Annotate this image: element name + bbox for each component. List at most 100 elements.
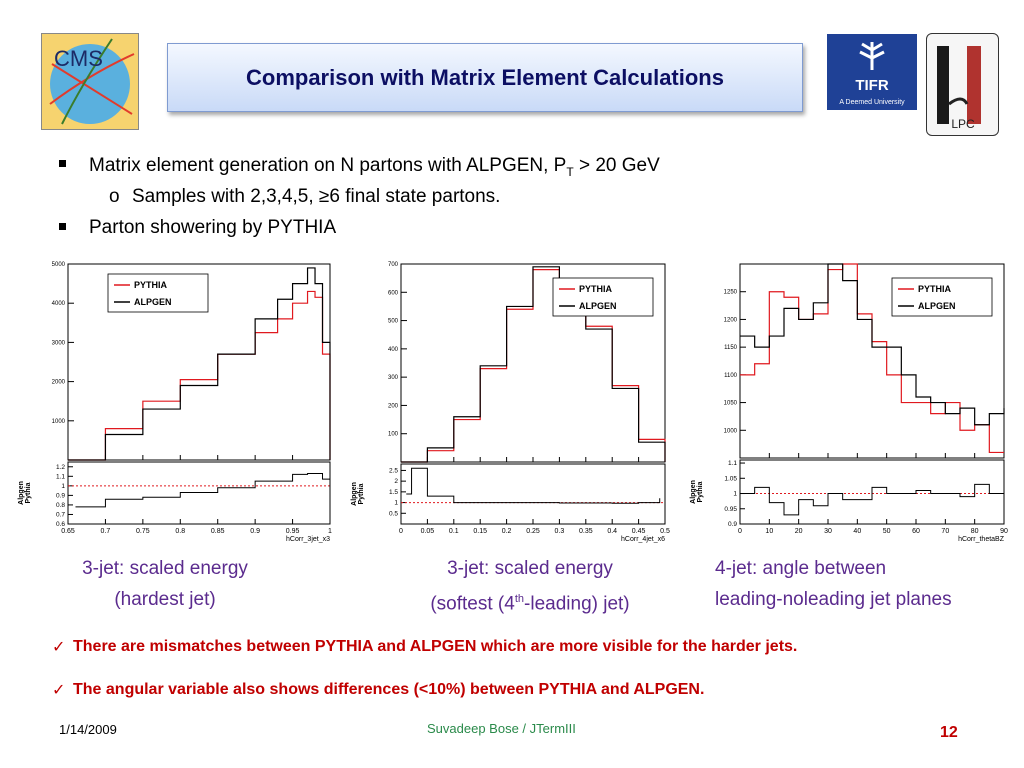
x-tick-label: 0 bbox=[738, 528, 742, 535]
legend-alpgen-label: ALPGEN bbox=[134, 297, 172, 307]
slide-title: Comparison with Matrix Element Calculati… bbox=[246, 64, 724, 90]
bullet-1: Matrix element generation on N partons w… bbox=[89, 155, 660, 179]
tifr-logo: TIFR A Deemed University bbox=[827, 34, 917, 110]
series-line-alpgen bbox=[740, 263, 1005, 426]
y-tick-label: 1150 bbox=[724, 345, 738, 351]
ratio-line bbox=[740, 481, 1005, 516]
series-line-alpgen bbox=[401, 266, 666, 463]
x-tick-label: 0.3 bbox=[555, 528, 565, 535]
y-tick-label: 3000 bbox=[52, 340, 66, 346]
ratio-tick-label: 1 bbox=[733, 491, 737, 498]
x-tick-label: 0.45 bbox=[632, 528, 646, 535]
ratio-label-bottom: Pythia bbox=[25, 482, 32, 503]
slide-number: 12 bbox=[940, 724, 958, 741]
ratio-tick-label: 1.2 bbox=[56, 464, 65, 471]
x-tick-label: 80 bbox=[971, 528, 979, 535]
checkmark-icon: ✓ bbox=[52, 639, 66, 656]
ratio-tick-label: 1 bbox=[61, 483, 65, 490]
ratio-tick-label: 1.1 bbox=[56, 473, 65, 480]
x-tick-label: 0.9 bbox=[250, 528, 260, 535]
y-tick-label: 500 bbox=[388, 319, 399, 325]
y-tick-label: 100 bbox=[388, 432, 399, 438]
legend-box bbox=[891, 277, 993, 317]
ratio-tick-label: 0.9 bbox=[728, 521, 737, 528]
legend-box bbox=[552, 277, 654, 317]
x-tick-label: 60 bbox=[912, 528, 920, 535]
ratio-tick-label: 1.1 bbox=[728, 460, 737, 467]
y-tick-label: 1250 bbox=[724, 290, 738, 296]
ratio-label-bottom: Pythia bbox=[697, 481, 704, 502]
x-tick-label: 0.2 bbox=[502, 528, 512, 535]
x-tick-label: 30 bbox=[824, 528, 832, 535]
ratio-tick-label: 1 bbox=[394, 500, 398, 507]
caption-plot-1: 3-jet: scaled energy (hardest jet) bbox=[82, 558, 248, 610]
ratio-tick-label: 2.5 bbox=[389, 467, 398, 474]
plot-4jet-angle: 1000 1050 1100 1150 1200 1250 0 10 20 30 40 50 60 70 8… bbox=[690, 263, 1008, 543]
ratio-tick-label: 0.6 bbox=[56, 521, 65, 528]
y-tick-label: 400 bbox=[388, 347, 399, 353]
svg-text:A Deemed University: A Deemed University bbox=[839, 99, 905, 106]
cms-logo: CMS bbox=[41, 33, 139, 130]
legend-alpgen-label: ALPGEN bbox=[918, 301, 956, 311]
y-tick-label: 200 bbox=[388, 403, 399, 409]
x-tick-label: 0.75 bbox=[136, 528, 150, 535]
legend-box bbox=[107, 273, 209, 313]
ratio-tick-label: 0.9 bbox=[56, 492, 65, 499]
x-tick-label: 1 bbox=[328, 528, 332, 535]
svg-text:TIFR: TIFR bbox=[855, 77, 888, 94]
bullet-2: Parton showering by PYTHIA bbox=[89, 217, 337, 238]
y-tick-label: 1200 bbox=[724, 317, 738, 323]
y-tick-label: 300 bbox=[388, 375, 399, 381]
x-tick-label: 0.95 bbox=[286, 528, 300, 535]
x-axis-label: hCorr_thetaBZ bbox=[958, 536, 1005, 543]
ratio-tick-label: 0.95 bbox=[724, 506, 737, 513]
x-tick-label: 0.05 bbox=[421, 528, 435, 535]
svg-text:LPC: LPC bbox=[951, 117, 975, 131]
y-tick-label: 2000 bbox=[52, 380, 66, 386]
series-alpgen bbox=[740, 263, 1005, 426]
x-tick-label: 0.8 bbox=[175, 528, 185, 535]
x-tick-label: 70 bbox=[941, 528, 949, 535]
x-tick-label: 90 bbox=[1000, 528, 1008, 535]
conclusion-2: The angular variable also shows differen… bbox=[73, 681, 705, 698]
x-tick-label: 0.1 bbox=[449, 528, 459, 535]
x-tick-label: 0.25 bbox=[526, 528, 540, 535]
checkmark-icon: ✓ bbox=[52, 682, 66, 699]
svg-text:CMS: CMS bbox=[54, 46, 103, 71]
ratio-frame bbox=[400, 463, 666, 525]
footer-author: Suvadeep Bose / JTermIII bbox=[427, 721, 576, 736]
x-tick-label: 0.15 bbox=[473, 528, 487, 535]
x-tick-label: 0.85 bbox=[211, 528, 225, 535]
conclusion-1: There are mismatches between PYTHIA and … bbox=[73, 638, 798, 655]
caption-plot-2: 3-jet: scaled energy (softest (4th-leadi… bbox=[390, 553, 670, 619]
ratio-tick-label: 1.05 bbox=[724, 475, 737, 482]
plot-3jet-hardest: 1000 2000 3000 4000 5000 0.65 0.7 0.75 0.8 0.85 0.… bbox=[18, 262, 332, 543]
ratio-tick-label: 2 bbox=[394, 478, 398, 485]
legend-pythia-label: PYTHIA bbox=[134, 280, 168, 290]
y-tick-label: 700 bbox=[388, 262, 399, 268]
x-tick-label: 10 bbox=[765, 528, 773, 535]
y-tick-label: 5000 bbox=[52, 262, 66, 268]
x-tick-label: 20 bbox=[795, 528, 803, 535]
series-line-alpgen bbox=[68, 267, 331, 461]
y-tick-label: 4000 bbox=[52, 301, 66, 307]
bullet-square-icon bbox=[59, 223, 66, 230]
y-tick-label: 1100 bbox=[724, 373, 738, 379]
y-tick-label: 1000 bbox=[52, 419, 66, 425]
caption-plot-2-line2: (softest (4th-leading) jet) bbox=[430, 593, 630, 615]
ratio-tick-label: 0.7 bbox=[56, 511, 65, 518]
ratio-label-top: Alpgen bbox=[690, 480, 697, 504]
ratio-line bbox=[75, 472, 331, 508]
x-tick-label: 0.4 bbox=[607, 528, 617, 535]
x-tick-label: 0.7 bbox=[101, 528, 111, 535]
ratio-label-bottom: Pythia bbox=[358, 483, 365, 504]
bullet-1-sub-circle-icon: o bbox=[109, 186, 120, 207]
x-tick-label: 0.5 bbox=[660, 528, 670, 535]
plot-3jet-softest: 100 200 300 400 500 600 700 0 0.05 0.1 0.15 0.2 0.25… bbox=[351, 262, 670, 543]
x-tick-label: 40 bbox=[853, 528, 861, 535]
ratio-line bbox=[406, 467, 661, 504]
ratio-tick-label: 0.8 bbox=[56, 502, 65, 509]
ratio-label-top: Alpgen bbox=[18, 481, 25, 505]
bullet-1-sub: Samples with 2,3,4,5, ≥6 final state par… bbox=[132, 186, 501, 207]
caption-plot-3: 4-jet: angle between leading-noleading j… bbox=[715, 558, 952, 610]
